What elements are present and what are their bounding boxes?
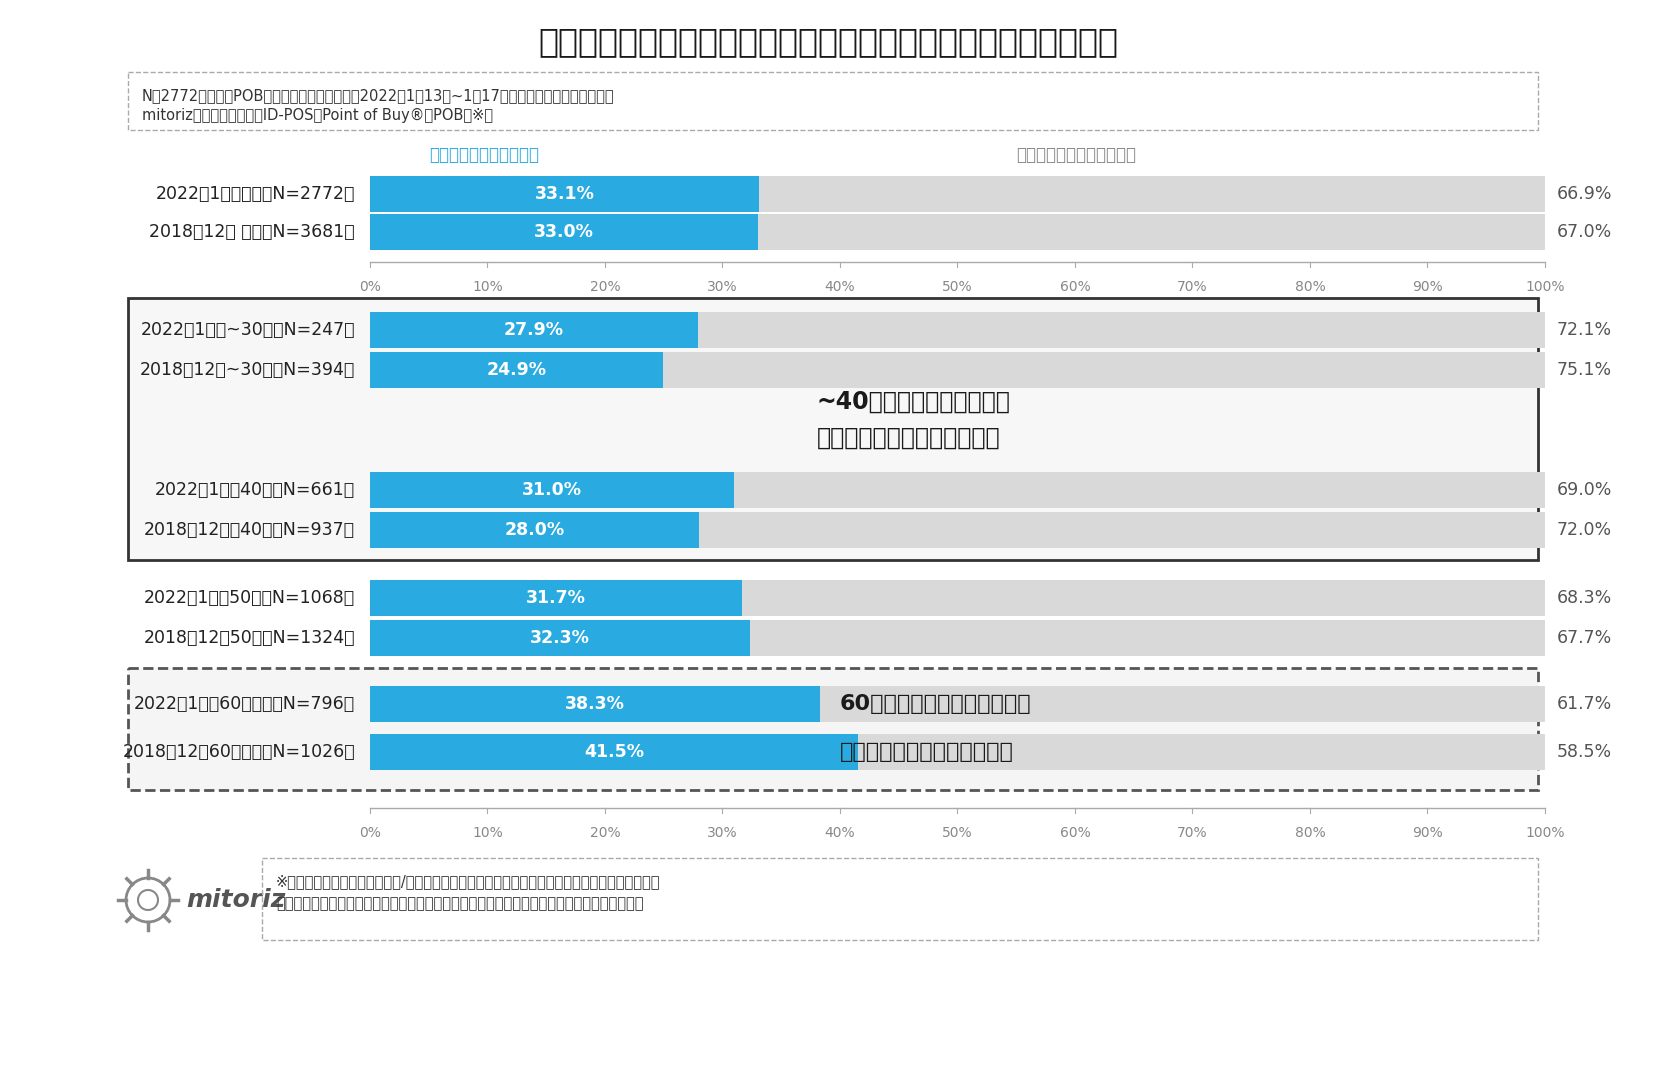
Bar [369,512,698,548]
Text: 30%: 30% [707,280,738,294]
Text: 2018年12月~30代（N=394）: 2018年12月~30代（N=394） [139,361,354,379]
Text: 72.0%: 72.0% [1556,521,1612,539]
Bar [369,176,758,212]
Text: 20%: 20% [589,826,621,840]
Text: 69.0%: 69.0% [1556,481,1612,499]
Text: 40%: 40% [824,280,854,294]
Text: 0%: 0% [359,826,381,840]
Text: 定期的な運動をする人が減少: 定期的な運動をする人が減少 [839,742,1013,762]
Bar [733,472,1544,508]
Bar [750,620,1544,656]
Text: 2022年1月　~30代（N=247）: 2022年1月 ~30代（N=247） [141,321,354,339]
Bar [261,858,1537,940]
Text: 66.9%: 66.9% [1556,185,1612,203]
Bar [857,734,1544,770]
Text: 60%: 60% [1059,280,1089,294]
Text: mitoriz調べ　マルチプルID-POS「Point of Buy®（POB）※」: mitoriz調べ マルチプルID-POS「Point of Buy®（POB）… [142,108,493,123]
Text: 33.1%: 33.1% [535,185,594,203]
Text: 20%: 20% [589,280,621,294]
Text: 2022年1月　60代以上（N=796）: 2022年1月 60代以上（N=796） [134,695,354,713]
Text: 50%: 50% [942,826,971,840]
Text: 67.0%: 67.0% [1556,223,1612,242]
Text: 100%: 100% [1524,826,1564,840]
Bar [758,176,1544,212]
Text: 75.1%: 75.1% [1556,361,1612,379]
Text: 実際の飲食店ごとのレシートを通して集計したマルチプルリテール購買データのデータベース: 実際の飲食店ごとのレシートを通して集計したマルチプルリテール購買データのデータベ… [276,897,644,911]
Text: 72.1%: 72.1% [1556,321,1612,339]
Text: 定期的な運動をしていない: 定期的な運動をしていない [1016,146,1135,164]
Bar [127,668,1537,790]
Bar [819,687,1544,722]
Bar [662,353,1544,388]
Text: 27.9%: 27.9% [503,321,564,339]
Text: 60代以上は、前回調査よりも: 60代以上は、前回調査よりも [839,694,1031,714]
Text: 80%: 80% [1294,826,1324,840]
Text: 38.3%: 38.3% [564,695,624,713]
Text: 50%: 50% [942,280,971,294]
Bar [369,580,741,616]
Bar [369,214,758,250]
Text: ~40代は、前回調査よりも
定期的な運動をする人が増加: ~40代は、前回調査よりも 定期的な運動をする人が増加 [816,390,1010,449]
Bar [127,72,1537,129]
Text: 58.5%: 58.5% [1556,743,1612,761]
Text: N＝2772人、全国POB会員男女　　調査期間：2022年1月13日~1月17日　インターネットリサーチ: N＝2772人、全国POB会員男女 調査期間：2022年1月13日~1月17日 … [142,88,614,103]
Bar [741,580,1544,616]
Text: 61.7%: 61.7% [1556,695,1612,713]
Text: 32.3%: 32.3% [530,629,589,647]
Text: 31.0%: 31.0% [521,481,583,499]
Text: 10%: 10% [472,826,503,840]
Text: 33.0%: 33.0% [533,223,594,242]
Bar [758,214,1544,250]
Text: 80%: 80% [1294,280,1324,294]
Bar [369,687,819,722]
Text: 28.0%: 28.0% [505,521,564,539]
Text: 図表３）現在、健康維持のために定期的な運動はしていますか？: 図表３）現在、健康維持のために定期的な運動はしていますか？ [538,25,1117,59]
Bar [369,734,857,770]
Text: 0%: 0% [359,280,381,294]
Text: 100%: 100% [1524,280,1564,294]
Text: 40%: 40% [824,826,854,840]
Text: 2018年12月 全体（N=3681）: 2018年12月 全体（N=3681） [149,223,354,242]
Bar [697,312,1544,348]
Text: 2022年1月　50代（N=1068）: 2022年1月 50代（N=1068） [144,589,354,607]
Text: 60%: 60% [1059,826,1089,840]
Text: 67.7%: 67.7% [1556,629,1612,647]
Text: 2018年12月50代（N=1324）: 2018年12月50代（N=1324） [144,629,354,647]
Text: 10%: 10% [472,280,503,294]
Text: 2022年1月　全体（N=2772）: 2022年1月 全体（N=2772） [156,185,354,203]
Text: 31.7%: 31.7% [526,589,586,607]
Text: 定期的な運動をしている: 定期的な運動をしている [429,146,538,164]
Bar [698,512,1544,548]
Text: 2022年1月　40代（N=661）: 2022年1月 40代（N=661） [156,481,354,499]
Bar [369,312,697,348]
Text: 24.9%: 24.9% [487,361,546,379]
Text: 2018年12月60代以上（N=1026）: 2018年12月60代以上（N=1026） [122,743,354,761]
Text: 90%: 90% [1412,280,1442,294]
Text: 30%: 30% [707,826,738,840]
Text: 90%: 90% [1412,826,1442,840]
Bar [369,353,662,388]
Text: 70%: 70% [1177,280,1206,294]
Bar [369,472,733,508]
Text: 2018年12月　40代（N=937）: 2018年12月 40代（N=937） [144,521,354,539]
Text: ※全国の消費者から実際に購入/利用したレシートを収集し、ブランドカテゴリや利用サービス、: ※全国の消費者から実際に購入/利用したレシートを収集し、ブランドカテゴリや利用サ… [276,874,660,889]
Bar [369,620,750,656]
Text: 70%: 70% [1177,826,1206,840]
Text: mitoriz: mitoriz [185,888,285,912]
Bar [127,298,1537,560]
Text: 68.3%: 68.3% [1556,589,1612,607]
Text: 41.5%: 41.5% [584,743,644,761]
